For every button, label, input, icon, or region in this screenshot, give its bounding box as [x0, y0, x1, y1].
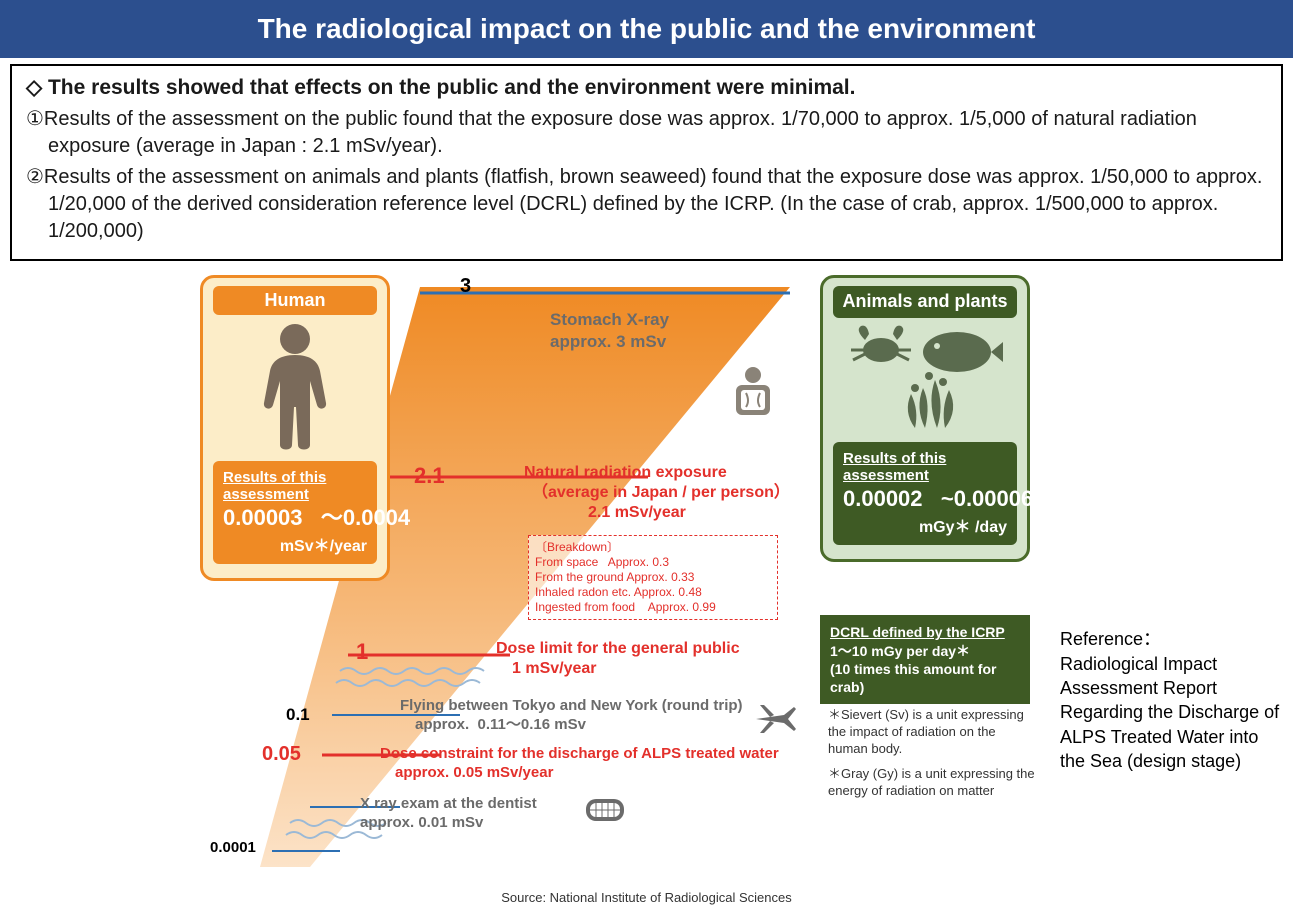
human-assess-value: 0.00003 ～0.0004: [223, 505, 367, 531]
animals-card-title: Animals and plants: [833, 286, 1017, 318]
page-title: The radiological impact on the public an…: [0, 0, 1293, 58]
tick-2-1: 2.1: [414, 463, 445, 489]
breakdown-body: From space Approx. 0.3 From the ground A…: [535, 555, 771, 615]
summary-point-1: ①Results of the assessment on the public…: [26, 106, 1267, 160]
dcrl-box: DCRL defined by the ICRP 1～10 mGy per da…: [820, 615, 1030, 704]
label-alps: Dose constraint for the discharge of ALP…: [380, 745, 800, 783]
human-card-title: Human: [213, 286, 377, 315]
tick-3: 3: [460, 275, 471, 298]
label-dose-limit: Dose limit for the general public 1 mSv/…: [496, 639, 740, 679]
tick-0-0001: 0.0001: [210, 839, 256, 856]
human-icon: [213, 321, 377, 451]
teeth-icon: [584, 795, 626, 825]
tick-1: 1: [356, 639, 368, 665]
summary-point-2: ②Results of the assessment on animals an…: [26, 164, 1267, 245]
source-credit: Source: National Institute of Radiologic…: [0, 890, 1293, 905]
label-flight: Flying between Tokyo and New York (round…: [400, 697, 760, 735]
human-assess-unit: mSv＊/year: [223, 532, 367, 556]
label-stomach-xray: Stomach X-ray approx. 3 mSv: [550, 309, 669, 352]
label-dentist: X ray exam at the dentist approx. 0.01 m…: [360, 795, 537, 833]
animals-assess-value: 0.00002 ~0.00006: [843, 486, 1007, 512]
animals-card: Animals and plants: [820, 275, 1030, 561]
human-assess-header: Results of this assessment: [223, 469, 367, 503]
reference-note: Reference： Radiological Impact Assessmen…: [1060, 627, 1280, 773]
dcrl-body: 1～10 mGy per day＊ (10 times this amount …: [830, 642, 1020, 697]
tick-0-05: 0.05: [262, 743, 301, 766]
human-assessment-box: Results of this assessment 0.00003 ～0.00…: [213, 461, 377, 563]
units-note: ＊Sievert (Sv) is a unit expressing the i…: [828, 707, 1038, 807]
human-card: Human Results of this assessment 0.00003…: [200, 275, 390, 580]
dcrl-header: DCRL defined by the ICRP: [830, 623, 1020, 641]
animals-assess-header: Results of this assessment: [843, 450, 1007, 484]
animals-assessment-box: Results of this assessment 0.00002 ~0.00…: [833, 442, 1017, 544]
label-natural-radiation: Natural radiation exposure （average in J…: [524, 463, 790, 523]
summary-box: The results showed that effects on the p…: [10, 64, 1283, 261]
animals-icon: [833, 324, 1017, 434]
breakdown-box: 〔Breakdown〕 From space Approx. 0.3 From …: [528, 535, 778, 620]
breakdown-header: 〔Breakdown〕: [535, 540, 771, 555]
diagram-area: 3 2.1 1 0.1 0.05 0.0001 Stomach X-ray ap…: [0, 267, 1293, 907]
plane-icon: [754, 699, 798, 739]
unit-gy-note: ＊Gray (Gy) is a unit expressing the ener…: [828, 766, 1038, 800]
tick-0-1: 0.1: [286, 705, 310, 725]
unit-sv-note: ＊Sievert (Sv) is a unit expressing the i…: [828, 707, 1038, 758]
chest-xray-icon: [728, 365, 778, 421]
summary-lead: The results showed that effects on the p…: [26, 74, 1267, 102]
animals-assess-unit: mGy＊ /day: [843, 513, 1007, 537]
